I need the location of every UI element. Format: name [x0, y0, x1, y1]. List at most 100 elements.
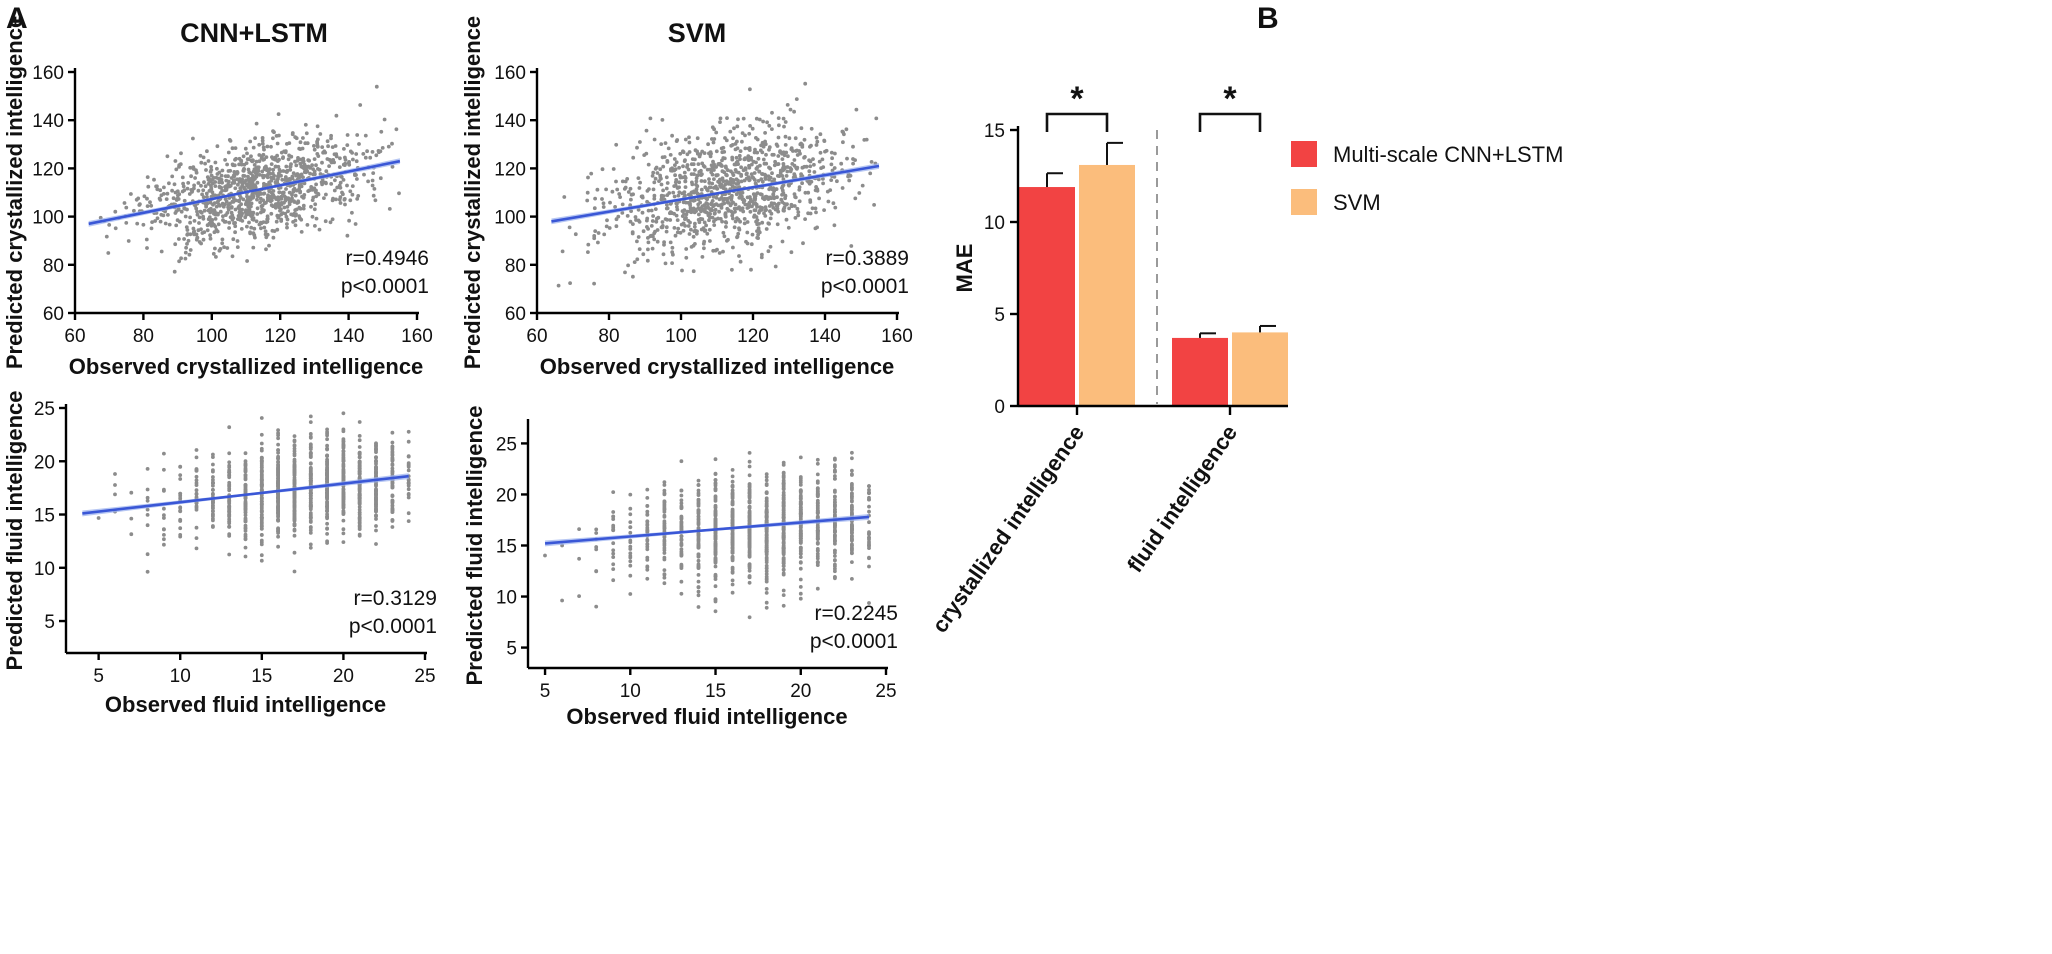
data-point [260, 154, 264, 159]
data-point [712, 168, 716, 172]
data-point [785, 202, 789, 207]
data-point [683, 217, 687, 222]
data-point [815, 510, 820, 514]
data-point [203, 201, 208, 206]
data-point [745, 230, 750, 235]
data-point [833, 470, 837, 474]
x-tick-label: 15 [705, 681, 726, 702]
data-point [730, 570, 735, 575]
data-point [354, 152, 359, 156]
data-point [301, 156, 306, 161]
data-point [317, 227, 322, 232]
data-point [677, 165, 681, 170]
x-tick-label: 80 [598, 326, 619, 347]
data-point [645, 555, 650, 560]
data-point [724, 138, 729, 143]
data-point [784, 217, 789, 222]
data-point [259, 416, 264, 420]
data-point [308, 542, 313, 547]
data-point [201, 237, 206, 242]
data-point [705, 167, 710, 172]
data-point [662, 491, 667, 496]
data-point [691, 206, 696, 211]
data-point [255, 197, 259, 202]
data-point [737, 205, 741, 210]
data-point [315, 124, 320, 129]
data-point [276, 510, 280, 515]
data-point [325, 461, 329, 466]
data-point [276, 506, 280, 511]
data-point [184, 245, 189, 250]
data-point [250, 192, 255, 197]
data-point [292, 507, 297, 512]
data-point [764, 227, 769, 231]
data-point [658, 167, 663, 172]
data-point [311, 172, 316, 177]
data-point [225, 162, 230, 167]
data-point [713, 495, 718, 500]
data-point [175, 189, 180, 194]
data-point [715, 173, 720, 177]
data-point [257, 173, 262, 177]
data-point [798, 566, 803, 571]
data-point [277, 167, 282, 172]
data-point [232, 170, 237, 174]
data-point [601, 201, 606, 206]
data-point [308, 171, 312, 176]
panel-label-a: A [6, 2, 28, 35]
x-tick-label: 10 [620, 681, 641, 702]
data-point [673, 173, 677, 178]
data-point [210, 177, 215, 182]
data-point [311, 195, 316, 200]
data-point [679, 493, 684, 498]
data-point [781, 496, 786, 501]
data-point [155, 216, 160, 221]
data-point [683, 137, 688, 142]
data-point [243, 451, 248, 456]
data-point [850, 545, 854, 550]
data-point [717, 251, 722, 255]
data-point [833, 504, 837, 509]
data-point [874, 116, 879, 121]
data-point [662, 483, 667, 487]
y-tick-label: 120 [32, 159, 64, 180]
data-point [679, 538, 684, 543]
data-point [819, 166, 823, 171]
data-point [173, 211, 178, 215]
data-point [113, 472, 117, 476]
data-point [330, 217, 335, 222]
data-point [196, 188, 201, 193]
data-point [854, 107, 859, 112]
data-point [200, 192, 205, 197]
data-point [690, 157, 695, 162]
data-point [162, 537, 166, 542]
data-point [292, 464, 297, 469]
data-point [628, 540, 633, 545]
data-point [227, 507, 232, 512]
data-point [374, 542, 378, 546]
data-point [652, 196, 657, 201]
data-point [821, 181, 825, 186]
data-point [301, 175, 305, 180]
data-point [289, 154, 294, 159]
data-point [231, 216, 236, 220]
data-point [653, 207, 658, 212]
data-point [702, 165, 707, 169]
data-point [781, 588, 786, 593]
legend-label: SVM [1333, 190, 1381, 215]
data-point [390, 506, 395, 511]
data-point [600, 197, 604, 201]
data-point [747, 200, 752, 205]
data-point [785, 169, 790, 174]
data-point [712, 211, 717, 216]
data-point [573, 232, 578, 237]
data-point [809, 126, 814, 131]
data-point [211, 475, 215, 479]
data-point [764, 475, 769, 479]
data-point [868, 171, 873, 176]
data-point [227, 460, 232, 465]
data-point [262, 174, 267, 178]
data-point [145, 467, 150, 471]
data-point [242, 167, 246, 171]
data-point [312, 207, 317, 212]
